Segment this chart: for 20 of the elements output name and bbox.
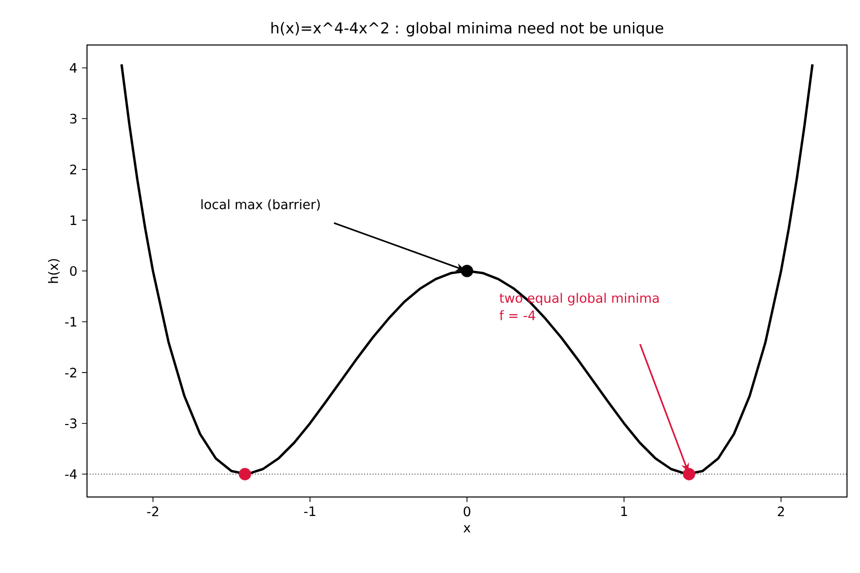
y-axis-title: h(x): [48, 259, 60, 283]
annotation: f = -4: [500, 310, 536, 320]
y-tick-label: 1: [70, 215, 76, 225]
y-tick-label: -2: [65, 368, 76, 378]
y-tick-label: 3: [70, 114, 76, 124]
x-tick-label: 2: [778, 506, 784, 516]
annotation: local max (barrier): [201, 199, 320, 211]
y-tick-label: -1: [65, 317, 76, 327]
y-tick-label: -3: [65, 418, 76, 428]
chart-title: h(x)=x^4-4x^2 : global minima need not be unique: [271, 22, 664, 36]
x-tick-label: 0: [464, 506, 470, 516]
x-tick-label: 1: [621, 506, 627, 516]
y-tick-label: 2: [70, 164, 76, 174]
annotation: two equal global minima: [500, 292, 659, 306]
x-axis-title: x: [464, 525, 470, 532]
x-tick-label: -2: [147, 506, 158, 516]
y-tick-label: -4: [65, 469, 77, 479]
x-tick-label: -1: [304, 506, 316, 516]
y-tick-label: 4: [70, 63, 77, 73]
y-tick-label: 0: [70, 266, 77, 276]
